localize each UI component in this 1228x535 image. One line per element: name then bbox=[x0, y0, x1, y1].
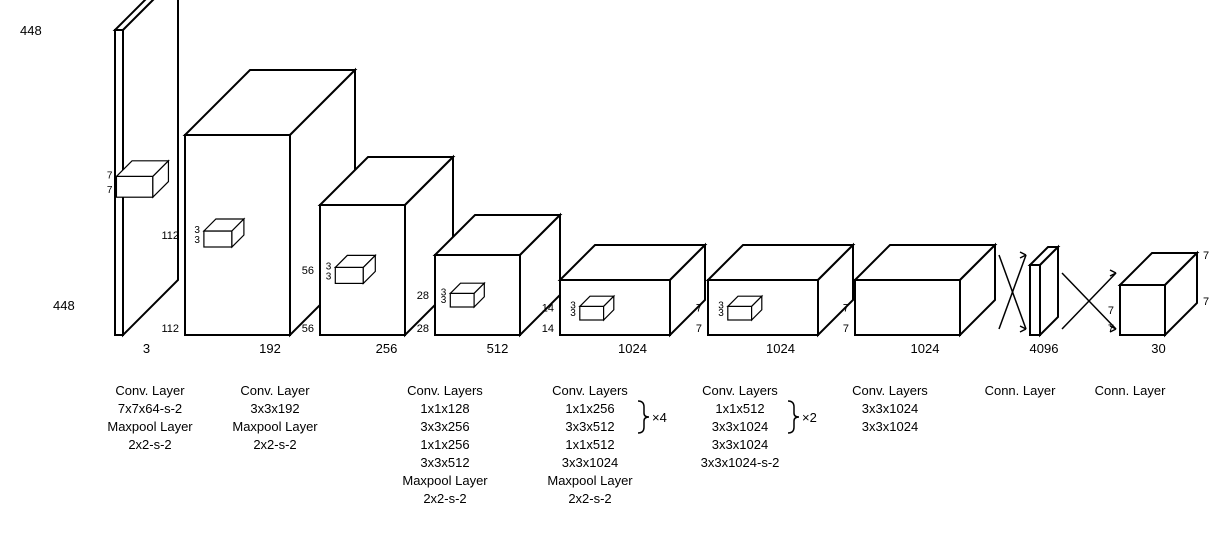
svg-text:3: 3 bbox=[194, 225, 200, 236]
depth-label-b2: 256 bbox=[376, 341, 398, 356]
w-label-b6: 7 bbox=[843, 323, 849, 335]
w-label-b8-side: 7 bbox=[1203, 296, 1209, 308]
caption-line-c5-1: 3x3x1024 bbox=[862, 419, 918, 434]
h-label-b3: 28 bbox=[417, 290, 429, 302]
cross-arrows bbox=[999, 252, 1026, 332]
caption-line-c3-3: 3x3x1024 bbox=[562, 455, 618, 470]
h-label-b4: 14 bbox=[542, 303, 554, 315]
caption-line-c0-2: 2x2-s-2 bbox=[128, 437, 171, 452]
svg-text:3: 3 bbox=[441, 287, 447, 298]
caption-c2: Conv. Layers 1x1x128 3x3x256 1x1x256 3x3x512… bbox=[402, 383, 488, 506]
caption-line-c4-0: 1x1x512 bbox=[715, 401, 764, 416]
svg-text:7: 7 bbox=[107, 185, 113, 196]
caption-title-c4: Conv. Layers bbox=[702, 383, 778, 398]
h-label-b2: 56 bbox=[302, 265, 314, 277]
block-b8 bbox=[1120, 253, 1197, 335]
caption-title-c7: Conn. Layer bbox=[1095, 383, 1166, 398]
block-b6 bbox=[855, 245, 995, 335]
depth-label-b0: 3 bbox=[143, 341, 150, 356]
caption-line-c1-1: Maxpool Layer bbox=[232, 419, 318, 434]
brace-mult-c4: ×2 bbox=[802, 410, 817, 425]
depth-label-b4: 1024 bbox=[618, 341, 647, 356]
caption-line-c2-1: 3x3x256 bbox=[420, 419, 469, 434]
h-label-b1: 112 bbox=[161, 230, 179, 242]
w-label-b0: 448 bbox=[53, 298, 75, 313]
caption-line-c3-0: 1x1x256 bbox=[565, 401, 614, 416]
brace-c4 bbox=[788, 401, 799, 433]
svg-text:3: 3 bbox=[326, 261, 332, 272]
caption-line-c2-4: Maxpool Layer bbox=[402, 473, 488, 488]
caption-line-c2-2: 1x1x256 bbox=[420, 437, 469, 452]
caption-line-c1-2: 2x2-s-2 bbox=[253, 437, 296, 452]
caption-line-c2-3: 3x3x512 bbox=[420, 455, 469, 470]
caption-c1: Conv. Layer 3x3x192 Maxpool Layer 2x2-s-2 bbox=[232, 383, 318, 452]
caption-c5: Conv. Layers 3x3x1024 3x3x1024 bbox=[852, 383, 928, 434]
block-b4 bbox=[560, 245, 705, 335]
caption-c6: Conn. Layer bbox=[985, 383, 1056, 398]
depth-label-b5: 1024 bbox=[766, 341, 795, 356]
caption-line-c4-1: 3x3x1024 bbox=[712, 419, 768, 434]
svg-text:3: 3 bbox=[570, 300, 576, 311]
caption-title-c3: Conv. Layers bbox=[552, 383, 628, 398]
caption-c4: Conv. Layers 1x1x512 3x3x1024 3x3x1024 3x3x1… bbox=[701, 383, 817, 470]
depth-label-b7: 4096 bbox=[1030, 341, 1059, 356]
caption-title-c2: Conv. Layers bbox=[407, 383, 483, 398]
caption-title-c5: Conv. Layers bbox=[852, 383, 928, 398]
w-label-b3: 28 bbox=[417, 323, 429, 335]
svg-text:3: 3 bbox=[194, 235, 200, 246]
caption-c7: Conn. Layer bbox=[1095, 383, 1166, 398]
caption-line-c1-0: 3x3x192 bbox=[250, 401, 299, 416]
h-label-b0: 448 bbox=[20, 23, 42, 38]
caption-line-c4-3: 3x3x1024-s-2 bbox=[701, 455, 780, 470]
caption-line-c3-4: Maxpool Layer bbox=[547, 473, 633, 488]
caption-line-c3-2: 1x1x512 bbox=[565, 437, 614, 452]
caption-c0: Conv. Layer 7x7x64-s-2 Maxpool Layer 2x2-s-… bbox=[107, 383, 193, 452]
caption-title-c6: Conn. Layer bbox=[985, 383, 1056, 398]
caption-line-c3-5: 2x2-s-2 bbox=[568, 491, 611, 506]
w-label-b2: 56 bbox=[302, 323, 314, 335]
svg-text:3: 3 bbox=[326, 271, 332, 282]
svg-text:7: 7 bbox=[107, 170, 113, 181]
depth-label-b8: 30 bbox=[1151, 341, 1165, 356]
h-label-b5: 7 bbox=[696, 303, 702, 315]
w-label-b4: 14 bbox=[542, 323, 554, 335]
caption-line-c2-0: 1x1x128 bbox=[420, 401, 469, 416]
depth-label-b1: 192 bbox=[259, 341, 281, 356]
brace-c3 bbox=[638, 401, 649, 433]
h-label-b6: 7 bbox=[843, 303, 849, 315]
h-label-b8-top: 7 bbox=[1203, 250, 1209, 262]
block-b7 bbox=[1030, 247, 1058, 335]
caption-line-c5-0: 3x3x1024 bbox=[862, 401, 918, 416]
caption-title-c0: Conv. Layer bbox=[115, 383, 185, 398]
caption-line-c4-2: 3x3x1024 bbox=[712, 437, 768, 452]
w-label-b1: 112 bbox=[161, 323, 179, 335]
caption-title-c1: Conv. Layer bbox=[240, 383, 310, 398]
depth-label-b3: 512 bbox=[487, 341, 509, 356]
caption-line-c0-0: 7x7x64-s-2 bbox=[118, 401, 182, 416]
caption-c3: Conv. Layers 1x1x256 3x3x512 1x1x512 3x3x102… bbox=[547, 383, 666, 506]
caption-line-c0-1: Maxpool Layer bbox=[107, 419, 193, 434]
brace-mult-c3: ×4 bbox=[652, 410, 667, 425]
depth-label-b6: 1024 bbox=[911, 341, 940, 356]
h-label-b8: 7 bbox=[1108, 305, 1114, 317]
w-label-b5: 7 bbox=[696, 323, 702, 335]
caption-line-c2-5: 2x2-s-2 bbox=[423, 491, 466, 506]
caption-line-c3-1: 3x3x512 bbox=[565, 419, 614, 434]
block-b5 bbox=[708, 245, 853, 335]
block-b2 bbox=[320, 157, 453, 335]
svg-text:3: 3 bbox=[718, 300, 724, 311]
